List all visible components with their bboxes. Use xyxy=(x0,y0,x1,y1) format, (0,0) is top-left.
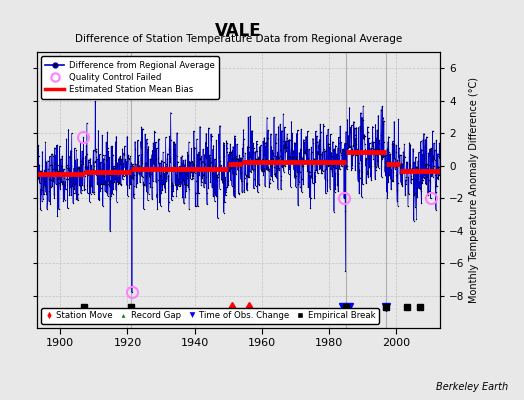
Text: Berkeley Earth: Berkeley Earth xyxy=(436,382,508,392)
Text: VALE: VALE xyxy=(215,22,261,40)
Text: Difference of Station Temperature Data from Regional Average: Difference of Station Temperature Data f… xyxy=(75,34,402,44)
Legend: Station Move, Record Gap, Time of Obs. Change, Empirical Break: Station Move, Record Gap, Time of Obs. C… xyxy=(41,308,379,324)
Y-axis label: Monthly Temperature Anomaly Difference (°C): Monthly Temperature Anomaly Difference (… xyxy=(469,77,479,303)
